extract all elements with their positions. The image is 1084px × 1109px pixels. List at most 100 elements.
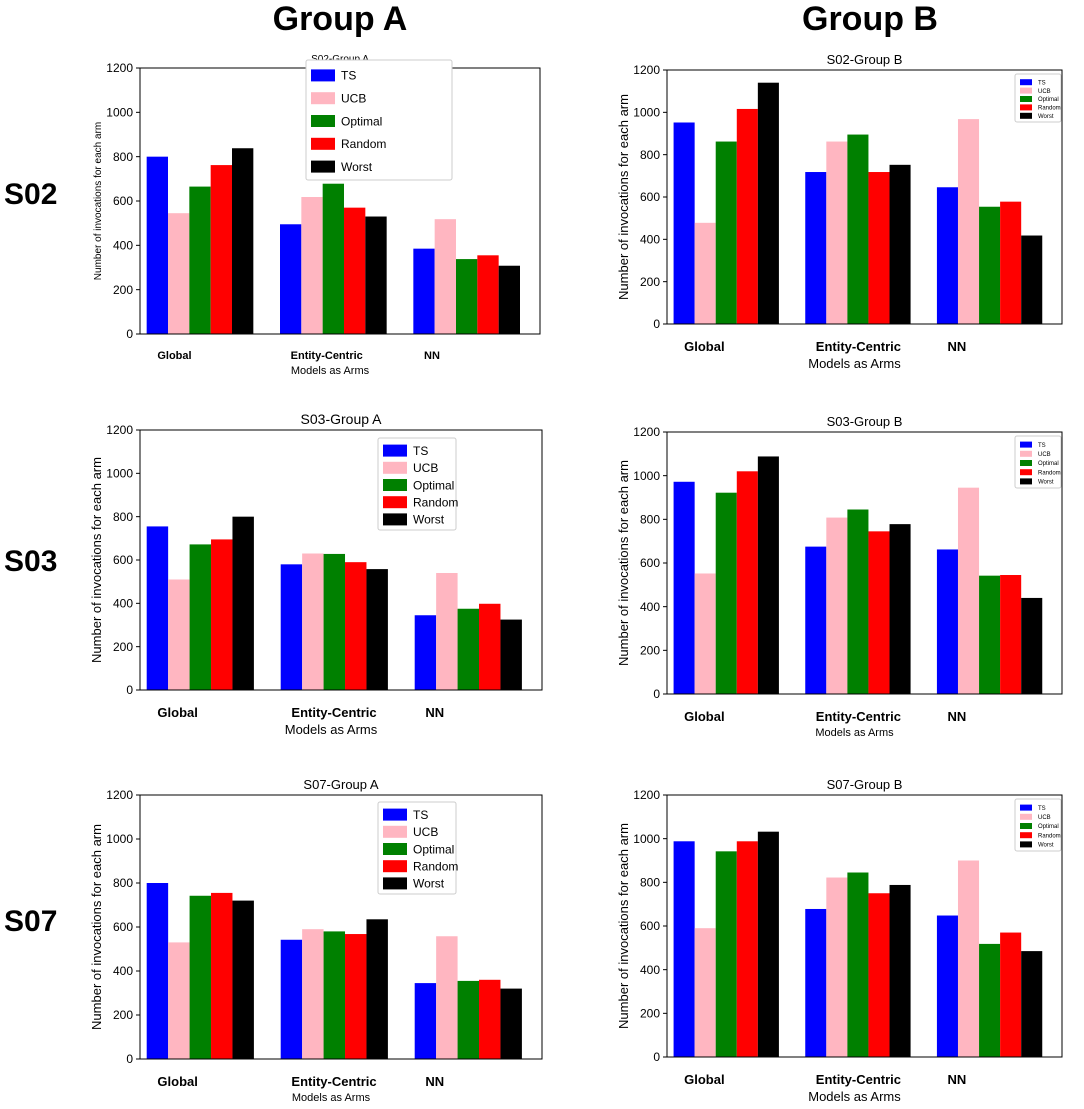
category-label-global: Global (157, 705, 197, 720)
legend-swatch-worst (311, 160, 335, 173)
legend-swatch-ucb (383, 461, 407, 474)
y-tick-label: 800 (640, 513, 660, 527)
legend-swatch-ucb (1020, 87, 1032, 94)
y-tick-label: 400 (640, 963, 660, 977)
legend-label-ucb: UCB (1038, 452, 1051, 458)
y-tick-label: 400 (113, 964, 133, 978)
bar-ucb-global (168, 579, 190, 690)
bar-optimal-global (189, 186, 211, 334)
legend-label-optimal: Optimal (413, 842, 454, 856)
y-tick-label: 600 (640, 190, 660, 204)
y-tick-label: 600 (113, 920, 133, 934)
legend-swatch-ts (1020, 79, 1032, 86)
y-tick-label: 1200 (633, 63, 660, 77)
bar-worst-entity-centric (366, 919, 388, 1059)
y-tick-label: 1200 (106, 788, 133, 802)
legend-label-worst: Worst (1038, 114, 1054, 120)
legend-label-worst: Worst (1038, 843, 1054, 849)
y-tick-label: 1000 (106, 106, 133, 120)
y-tick-label: 200 (640, 1007, 660, 1021)
bar-ts-nn (936, 915, 958, 1057)
bar-optimal-nn (979, 575, 1001, 694)
bar-ts-entity-centric (280, 224, 302, 334)
bar-worst-global (757, 831, 779, 1057)
y-axis-label: Number of invocations for each arm (89, 824, 104, 1030)
y-tick-label: 1000 (633, 832, 660, 846)
y-axis-label: Number of invocations for each arm (89, 457, 104, 663)
bar-optimal-global (189, 895, 212, 1059)
bar-optimal-global (715, 492, 737, 694)
bar-random-nn (1000, 575, 1022, 694)
legend-swatch-optimal (1020, 96, 1032, 102)
bar-optimal-entity-centric (323, 553, 346, 690)
bar-ucb-nn (436, 936, 458, 1059)
x-axis-label: Models as Arms (285, 722, 378, 737)
y-tick-label: 0 (653, 687, 660, 701)
bar-worst-global (757, 456, 779, 694)
bar-optimal-entity-centric (847, 872, 869, 1057)
bar-ts-entity-centric (280, 939, 303, 1059)
category-label-entity-centric: Entity-Centric (291, 705, 376, 720)
legend-swatch-ts (383, 808, 407, 821)
bar-random-entity-centric (868, 172, 890, 324)
bar-ts-nn (936, 187, 958, 324)
bar-random-nn (1000, 201, 1022, 324)
legend-label-ts: TS (413, 444, 428, 458)
legend-swatch-random (383, 860, 407, 873)
y-tick-label: 200 (113, 1008, 133, 1022)
bar-worst-nn (1021, 235, 1043, 324)
legend-label-ucb: UCB (413, 825, 438, 839)
legend-swatch-worst (383, 513, 407, 526)
y-axis-label: Number of invocations for each arm (616, 823, 631, 1029)
chart-s03-group-a: S03-Group A 0 200 400 600 800 1000 1200 Global En… (89, 411, 543, 737)
legend-swatch-optimal (383, 479, 407, 491)
x-axis-label: Models as Arms (291, 365, 370, 377)
legend-swatch-optimal (1020, 823, 1032, 829)
bar-ts-global (673, 481, 695, 694)
y-tick-label: 600 (113, 553, 133, 567)
bar-ts-nn (414, 983, 437, 1059)
bar-random-entity-centric (345, 562, 367, 690)
y-tick-label: 1000 (106, 467, 133, 481)
legend-box (305, 59, 453, 181)
legend-swatch-random (1020, 104, 1032, 111)
bar-optimal-global (189, 544, 212, 690)
chart-title: S07-Group A (303, 777, 378, 792)
legend-swatch-worst (1020, 841, 1032, 848)
chart-title: S02-Group B (827, 52, 903, 67)
bar-optimal-nn (457, 608, 480, 690)
legend-swatch-ts (383, 444, 407, 457)
bar-ts-entity-centric (805, 908, 827, 1057)
y-tick-label: 800 (113, 510, 133, 524)
bar-worst-nn (1021, 597, 1043, 694)
legend-label-random: Random (1038, 470, 1061, 476)
bar-random-global (210, 165, 232, 334)
legend-label-random: Random (341, 137, 386, 151)
bar-ucb-entity-centric (826, 141, 848, 324)
bar-ts-global (673, 841, 695, 1057)
bar-worst-global (232, 516, 254, 690)
bar-ucb-entity-centric (826, 877, 848, 1057)
bar-worst-nn (498, 265, 520, 334)
y-tick-label: 200 (113, 283, 133, 297)
bar-ucb-entity-centric (302, 553, 324, 690)
bar-ts-nn (414, 615, 437, 690)
bar-worst-global (232, 148, 254, 334)
legend-label-ts: TS (1038, 443, 1046, 449)
legend: TS UCB Optimal Random Worst (377, 437, 458, 531)
bar-worst-global (232, 900, 254, 1059)
legend-swatch-ucb (383, 825, 407, 838)
bar-ucb-global (694, 573, 716, 694)
chart-s02-group-b: S02-Group B 0 200 400 600 800 1000 1200 Global En… (616, 52, 1063, 371)
chart-s03-group-b: S03-Group B 0 200 400 600 800 1000 1200 Global En… (616, 414, 1063, 739)
y-tick-label: 0 (126, 683, 133, 697)
legend-label-optimal: Optimal (413, 478, 454, 492)
bar-ts-global (146, 526, 169, 690)
bar-ts-nn (413, 248, 435, 334)
bar-random-global (736, 108, 758, 324)
category-label-nn: NN (947, 339, 966, 354)
bar-ucb-nn (436, 573, 458, 690)
bar-worst-nn (500, 988, 522, 1059)
bar-ucb-nn (957, 487, 980, 694)
bar-random-entity-centric (868, 893, 890, 1057)
